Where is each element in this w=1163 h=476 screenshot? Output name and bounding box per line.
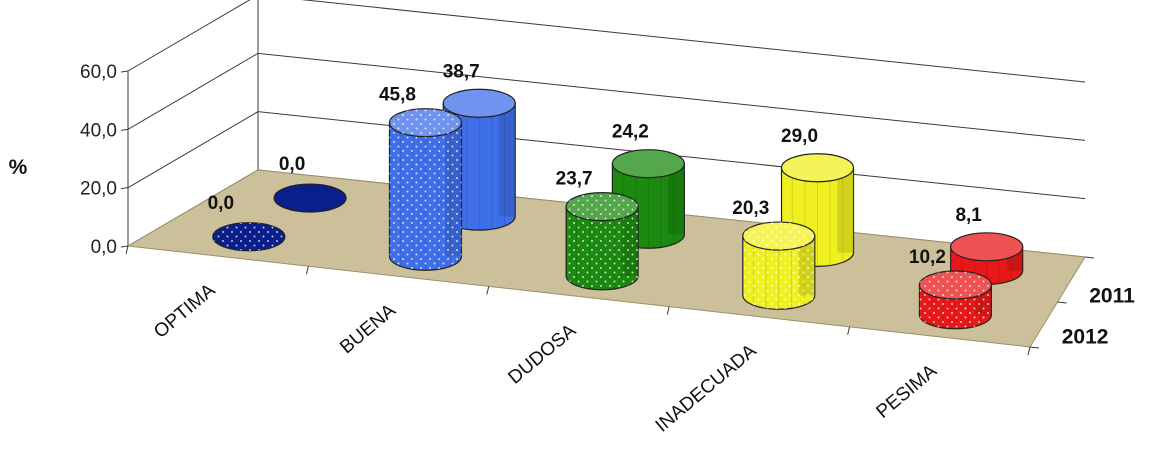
data-label: 0,0 bbox=[279, 154, 305, 175]
bar-top-pattern bbox=[742, 222, 815, 251]
category-label: INADECUADA bbox=[652, 340, 761, 436]
x-tick-mark bbox=[1027, 346, 1031, 356]
data-label: 23,7 bbox=[556, 169, 593, 190]
gridline bbox=[127, 0, 1086, 83]
y-axis-label: % bbox=[9, 156, 28, 179]
x-tick-mark bbox=[847, 326, 851, 335]
data-label: 38,7 bbox=[443, 61, 480, 82]
bars bbox=[212, 88, 1024, 330]
data-label: 24,2 bbox=[612, 122, 649, 143]
bar-shade bbox=[837, 167, 854, 253]
bar-shade bbox=[668, 163, 685, 235]
bar-top bbox=[611, 149, 685, 179]
bar bbox=[212, 222, 286, 252]
data-label: 29,0 bbox=[781, 126, 818, 147]
y-tick-label: 40,0 bbox=[80, 120, 117, 141]
y-tick-mark bbox=[120, 187, 129, 190]
data-label: 20,3 bbox=[732, 198, 769, 219]
bar-top-pattern bbox=[389, 108, 462, 137]
series-label: 2011 bbox=[1089, 285, 1135, 308]
bar bbox=[388, 108, 463, 271]
bar bbox=[950, 232, 1024, 285]
bar bbox=[273, 183, 347, 213]
bar-top-pattern bbox=[566, 192, 639, 221]
bar-top bbox=[442, 88, 516, 118]
y-tick-mark bbox=[120, 245, 129, 248]
x-tick-mark bbox=[125, 245, 129, 255]
data-label: 10,2 bbox=[909, 247, 946, 268]
y-tick-label: 60,0 bbox=[80, 62, 117, 83]
x-tick-mark bbox=[666, 306, 670, 315]
bar-top bbox=[780, 153, 855, 183]
category-label: BUENA bbox=[336, 300, 400, 358]
x-tick-mark bbox=[305, 266, 309, 275]
bar-shade bbox=[499, 103, 516, 217]
depth-tick-mark bbox=[1029, 346, 1040, 349]
bar bbox=[918, 270, 993, 330]
bar bbox=[565, 192, 639, 291]
data-label: 0,0 bbox=[208, 193, 234, 214]
bar-top-pattern bbox=[212, 222, 285, 251]
data-label: 45,8 bbox=[379, 85, 416, 106]
labels: 0,0 38,7 24,2 29,0 8,1 0,0 45,8 23,7 20,3 10,2 bbox=[208, 61, 983, 268]
y-tick-mark bbox=[120, 128, 129, 131]
category-label: DUDOSA bbox=[504, 320, 580, 389]
depth-tick-mark bbox=[1057, 301, 1067, 304]
bar-top-pattern bbox=[919, 271, 992, 299]
y-tick-mark bbox=[120, 70, 129, 73]
series-label: 2012 bbox=[1062, 326, 1109, 349]
category-label: OPTIMA bbox=[150, 280, 220, 343]
bar-top bbox=[273, 183, 347, 213]
gridline bbox=[127, 52, 1086, 141]
bar-pattern bbox=[742, 236, 815, 310]
y-tick-label: 0,0 bbox=[91, 237, 117, 258]
bar-top bbox=[950, 232, 1024, 262]
x-tick-mark bbox=[486, 286, 490, 295]
bar-pattern bbox=[566, 206, 639, 290]
y-tick-label: 20,0 bbox=[80, 179, 117, 200]
category-label: PESIMA bbox=[873, 360, 942, 422]
bar-pattern bbox=[389, 122, 462, 271]
depth-tick-mark bbox=[1084, 256, 1095, 259]
bar bbox=[742, 221, 816, 310]
data-label: 8,1 bbox=[955, 205, 982, 226]
